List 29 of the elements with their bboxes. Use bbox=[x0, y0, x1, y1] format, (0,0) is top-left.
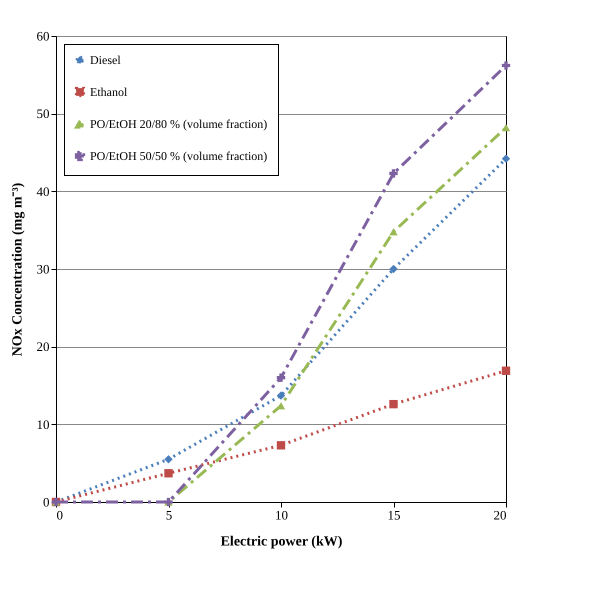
y-tick-label: 60 bbox=[36, 28, 50, 44]
point bbox=[276, 374, 286, 382]
point bbox=[389, 228, 398, 236]
y-tick-label: 20 bbox=[36, 339, 50, 354]
x-tick-label: 0 bbox=[56, 508, 63, 522]
x-tick-label: 5 bbox=[166, 508, 172, 522]
point bbox=[389, 400, 398, 408]
point bbox=[502, 154, 510, 163]
y-tick-label: 50 bbox=[36, 106, 50, 122]
point bbox=[502, 124, 510, 132]
y-tick-label: 40 bbox=[36, 184, 50, 199]
legend-label: PO/EtOH 50/50 % (volume fraction) bbox=[90, 149, 268, 163]
legend-label: Ethanol bbox=[90, 85, 128, 99]
x-tick-label: 15 bbox=[388, 508, 400, 522]
legend-label: Diesel bbox=[90, 53, 122, 67]
point bbox=[276, 391, 286, 400]
point bbox=[502, 366, 510, 375]
x-tick-label: 20 bbox=[494, 508, 506, 522]
legend-label: PO/EtOH 20/80 % (volume fraction) bbox=[90, 117, 268, 131]
point bbox=[164, 469, 173, 478]
y-tick-label: 10 bbox=[36, 416, 50, 432]
y-tick-label: 30 bbox=[36, 262, 50, 276]
point bbox=[389, 264, 398, 274]
x-axis-title: Electric power (kW) bbox=[220, 534, 343, 550]
point bbox=[276, 441, 286, 450]
y-axis-title: NOx Concentration (mg m⁻³) bbox=[10, 182, 26, 356]
x-tick-label: 10 bbox=[275, 508, 288, 522]
y-tick-label: 0 bbox=[43, 494, 50, 510]
point bbox=[164, 455, 173, 464]
